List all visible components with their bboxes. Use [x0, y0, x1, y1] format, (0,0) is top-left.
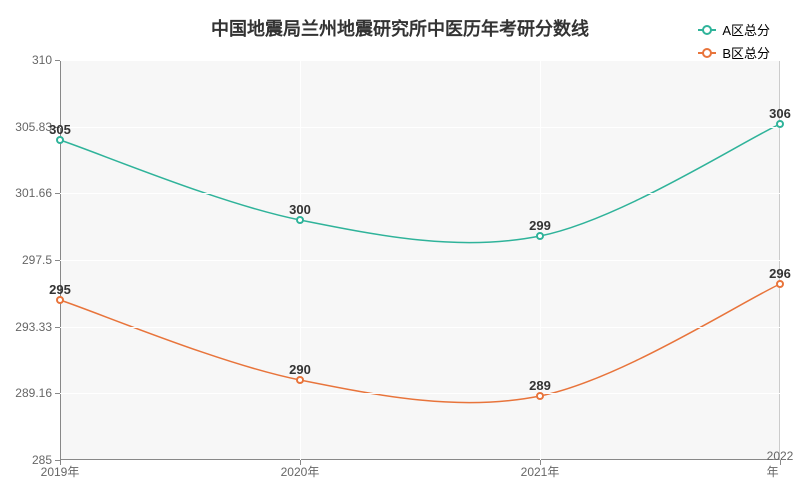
- y-tick-label: 301.66: [15, 186, 52, 200]
- data-marker: [296, 376, 304, 384]
- y-tick-mark: [55, 193, 60, 194]
- gridline: [60, 127, 780, 128]
- x-tick-label: 2019年: [41, 463, 80, 480]
- y-tick-mark: [55, 327, 60, 328]
- data-label: 295: [49, 282, 71, 297]
- chart-title: 中国地震局兰州地震研究所中医历年考研分数线: [211, 15, 589, 41]
- data-marker: [776, 280, 784, 288]
- y-tick-mark: [55, 60, 60, 61]
- gridline: [60, 393, 780, 394]
- data-marker: [776, 120, 784, 128]
- gridline: [60, 60, 780, 61]
- data-marker: [56, 136, 64, 144]
- data-marker: [56, 296, 64, 304]
- vgridline: [540, 60, 541, 460]
- x-tick-mark: [300, 460, 301, 465]
- data-label: 299: [529, 218, 551, 233]
- x-tick-label: 2021年: [521, 463, 560, 480]
- vgridline: [300, 60, 301, 460]
- chart-container: 中国地震局兰州地震研究所中医历年考研分数线 A区总分 B区总分 285289.1…: [0, 0, 800, 500]
- series-line: [60, 284, 780, 403]
- y-tick-mark: [55, 260, 60, 261]
- data-marker: [296, 216, 304, 224]
- data-marker: [536, 392, 544, 400]
- y-tick-label: 289.16: [15, 386, 52, 400]
- legend: A区总分 B区总分: [698, 20, 770, 62]
- data-label: 300: [289, 202, 311, 217]
- data-label: 306: [769, 106, 791, 121]
- x-tick-mark: [780, 460, 781, 465]
- legend-swatch-a: [698, 29, 716, 31]
- gridline: [60, 193, 780, 194]
- y-tick-label: 310: [32, 53, 52, 67]
- legend-swatch-b: [698, 52, 716, 54]
- legend-label-a: A区总分: [722, 20, 770, 39]
- series-line: [60, 124, 780, 243]
- y-tick-label: 297.5: [22, 253, 52, 267]
- y-tick-label: 293.33: [15, 320, 52, 334]
- x-tick-mark: [60, 460, 61, 465]
- gridline: [60, 327, 780, 328]
- data-label: 296: [769, 266, 791, 281]
- data-label: 305: [49, 122, 71, 137]
- data-marker: [536, 232, 544, 240]
- plot-area: 285289.16293.33297.5301.66305.833102019年…: [60, 60, 780, 460]
- data-label: 290: [289, 362, 311, 377]
- y-tick-label: 305.83: [15, 120, 52, 134]
- x-tick-label: 2020年: [281, 463, 320, 480]
- legend-item-a: A区总分: [698, 20, 770, 39]
- y-tick-mark: [55, 393, 60, 394]
- gridline: [60, 260, 780, 261]
- x-tick-mark: [540, 460, 541, 465]
- data-label: 289: [529, 378, 551, 393]
